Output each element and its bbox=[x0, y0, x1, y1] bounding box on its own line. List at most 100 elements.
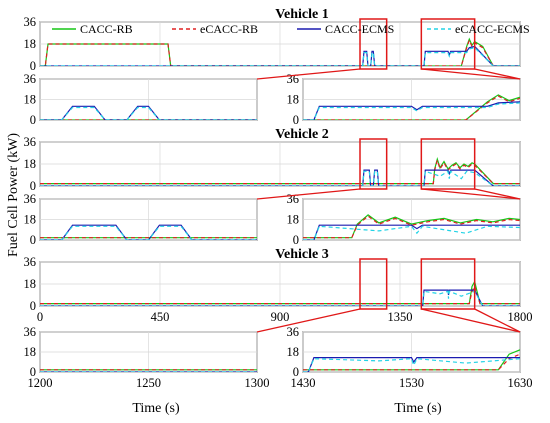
legend-label-cacc-rb: CACC-RB bbox=[80, 22, 133, 36]
v3-zoom-left-ytick-label: 36 bbox=[24, 325, 37, 339]
v2-zoom-right-ytick-label: 0 bbox=[293, 233, 299, 247]
v3-zoom-right-xtick-label: 1430 bbox=[291, 376, 316, 390]
v1-zoom-right-series bbox=[303, 94, 520, 120]
v1-full-ytick-label: 18 bbox=[24, 37, 37, 51]
v3-zoom-right-line-ecacc-rb bbox=[303, 353, 520, 371]
v3-zoom-right-xtick-label: 1530 bbox=[399, 376, 424, 390]
v3-full-zoom-connector-right bbox=[474, 308, 521, 333]
v2-zoom-right-ytick-label: 36 bbox=[287, 192, 300, 206]
v3-full-zoom-box-1 bbox=[359, 258, 388, 310]
v3-zoom-left-ytick-label: 18 bbox=[24, 345, 37, 359]
v1-zoom-right-line-ecacc-rb bbox=[303, 95, 520, 120]
v2-full-series bbox=[40, 156, 520, 186]
v2-full-zoom-connector-left bbox=[421, 188, 521, 200]
v3-zoom-right-line-cacc-rb bbox=[303, 349, 520, 371]
v1-zoom-left-series bbox=[40, 105, 257, 120]
v3-full-ytick-label: 18 bbox=[24, 277, 37, 291]
v1-full-series bbox=[40, 37, 520, 66]
vehicle-1-group: Vehicle 1 bbox=[275, 7, 329, 22]
v2-zoom-right-line-ecacc-ecms bbox=[303, 225, 520, 240]
v2-zoom-right-ytick-label: 18 bbox=[287, 213, 300, 227]
v1-full-ytick-label: 0 bbox=[30, 59, 36, 73]
v1-full-zoom-box-2 bbox=[420, 18, 476, 70]
v2-zoom-right-series bbox=[303, 214, 520, 240]
v2-full-ytick-label: 36 bbox=[24, 135, 37, 149]
v3-full-ytick-label: 36 bbox=[24, 255, 37, 269]
v3-zoom-right-ytick-label: 36 bbox=[287, 325, 300, 339]
v2-full-line-cacc-ecms bbox=[40, 169, 520, 186]
v3-full-xtick-label: 450 bbox=[151, 310, 170, 324]
v1-zoom-left-ytick-label: 36 bbox=[24, 72, 37, 86]
vehicle-2-title: Vehicle 2 bbox=[275, 127, 329, 142]
v2-full-line-ecacc-rb bbox=[40, 158, 520, 185]
v2-full-line-ecacc-ecms bbox=[40, 170, 520, 186]
legend-label-cacc-ecms: CACC-ECMS bbox=[325, 22, 394, 36]
v3-full-xtick-label: 0 bbox=[37, 310, 43, 324]
v1-full-zoom-connector-right bbox=[474, 68, 521, 80]
v1-zoom-left-ytick-label: 0 bbox=[30, 113, 36, 127]
v3-full-xtick-label: 1350 bbox=[388, 310, 413, 324]
v1-full-line-cacc-rb bbox=[40, 37, 520, 66]
v1-zoom-right-ytick-label: 36 bbox=[287, 72, 300, 86]
v3-zoom-left-series bbox=[40, 369, 257, 372]
v3-zoom-right-line-ecacc-ecms bbox=[303, 358, 520, 372]
v1-zoom-left-ytick-label: 18 bbox=[24, 93, 37, 107]
v2-full-zoom-box-2 bbox=[420, 138, 476, 190]
v3-zoom-right-series bbox=[303, 349, 520, 372]
vehicle-2-group: Vehicle 2 bbox=[275, 127, 329, 142]
y-axis-label: Fuel Cell Power (kW) bbox=[6, 133, 21, 257]
v1-full-line-ecacc-ecms bbox=[40, 47, 520, 66]
v3-full-zoom-connector-left bbox=[421, 308, 521, 333]
v1-full-line-cacc-ecms bbox=[40, 45, 520, 66]
v2-zoom-left-series bbox=[40, 224, 257, 240]
vehicle-1-title: Vehicle 1 bbox=[275, 7, 329, 22]
vehicle-3-group: Vehicle 3 bbox=[275, 247, 329, 262]
v2-zoom-left-ytick-label: 0 bbox=[30, 233, 36, 247]
v3-zoom-left-xtick-label: 1200 bbox=[28, 376, 53, 390]
v1-full-line-ecacc-rb bbox=[40, 38, 520, 66]
v3-zoom-right-line-cacc-ecms bbox=[303, 357, 520, 372]
v2-zoom-right-line-ecacc-rb bbox=[303, 215, 520, 239]
v1-zoom-right-line-cacc-rb bbox=[303, 94, 520, 120]
v1-zoom-right-ytick-label: 18 bbox=[287, 93, 300, 107]
v1-zoom-right-line-ecacc-ecms bbox=[303, 102, 520, 120]
legend: CACC-RB eCACC-RB CACC-ECMS eCACC-ECMS bbox=[52, 22, 530, 36]
zoom-connectors bbox=[256, 68, 521, 333]
v2-full-zoom-connector-left bbox=[256, 188, 361, 200]
v3-zoom-right-ytick-label: 0 bbox=[293, 365, 299, 379]
v1-full-ytick-label: 36 bbox=[24, 15, 37, 29]
v3-full-ytick-label: 0 bbox=[30, 299, 36, 313]
v3-zoom-left-xtick-label: 1250 bbox=[136, 376, 161, 390]
v3-zoom-right-grid bbox=[302, 331, 521, 373]
v2-zoom-left-line-ecacc-ecms bbox=[40, 225, 257, 240]
legend-label-ecacc-ecms: eCACC-ECMS bbox=[455, 22, 530, 36]
v2-zoom-right-grid bbox=[302, 198, 521, 241]
v2-zoom-left-ytick-label: 36 bbox=[24, 192, 37, 206]
v3-full-zoom-box-2 bbox=[420, 258, 476, 310]
v3-zoom-right-ytick-label: 18 bbox=[287, 345, 300, 359]
v3-full-line-ecacc-rb bbox=[40, 284, 520, 305]
v2-full-zoom-box-1 bbox=[359, 138, 388, 190]
v2-zoom-right-line-cacc-rb bbox=[303, 214, 520, 239]
v1-full-zoom-connector-left bbox=[421, 68, 521, 80]
v3-zoom-right-xtick-label: 1630 bbox=[508, 376, 533, 390]
v3-full-zoom-connector-left bbox=[256, 308, 361, 333]
v1-full-zoom-box-1 bbox=[359, 18, 388, 70]
v3-full-line-ecacc-ecms bbox=[40, 290, 520, 306]
v1-zoom-right-ytick-label: 0 bbox=[293, 113, 299, 127]
legend-label-ecacc-rb: eCACC-RB bbox=[200, 22, 258, 36]
v3-zoom-left-ytick-label: 0 bbox=[30, 365, 36, 379]
vehicle-3-title: Vehicle 3 bbox=[275, 247, 329, 262]
v1-full-zoom-connector-left bbox=[256, 68, 361, 80]
v1-zoom-left-line-ecacc-ecms bbox=[40, 106, 257, 120]
v2-full-ytick-label: 0 bbox=[30, 179, 36, 193]
v3-full-xtick-label: 1800 bbox=[508, 310, 533, 324]
x-axis-label-left: Time (s) bbox=[132, 401, 180, 416]
x-axis-label-right: Time (s) bbox=[394, 401, 442, 416]
v3-full-series bbox=[40, 279, 520, 306]
v3-full-xtick-label: 900 bbox=[271, 310, 290, 324]
